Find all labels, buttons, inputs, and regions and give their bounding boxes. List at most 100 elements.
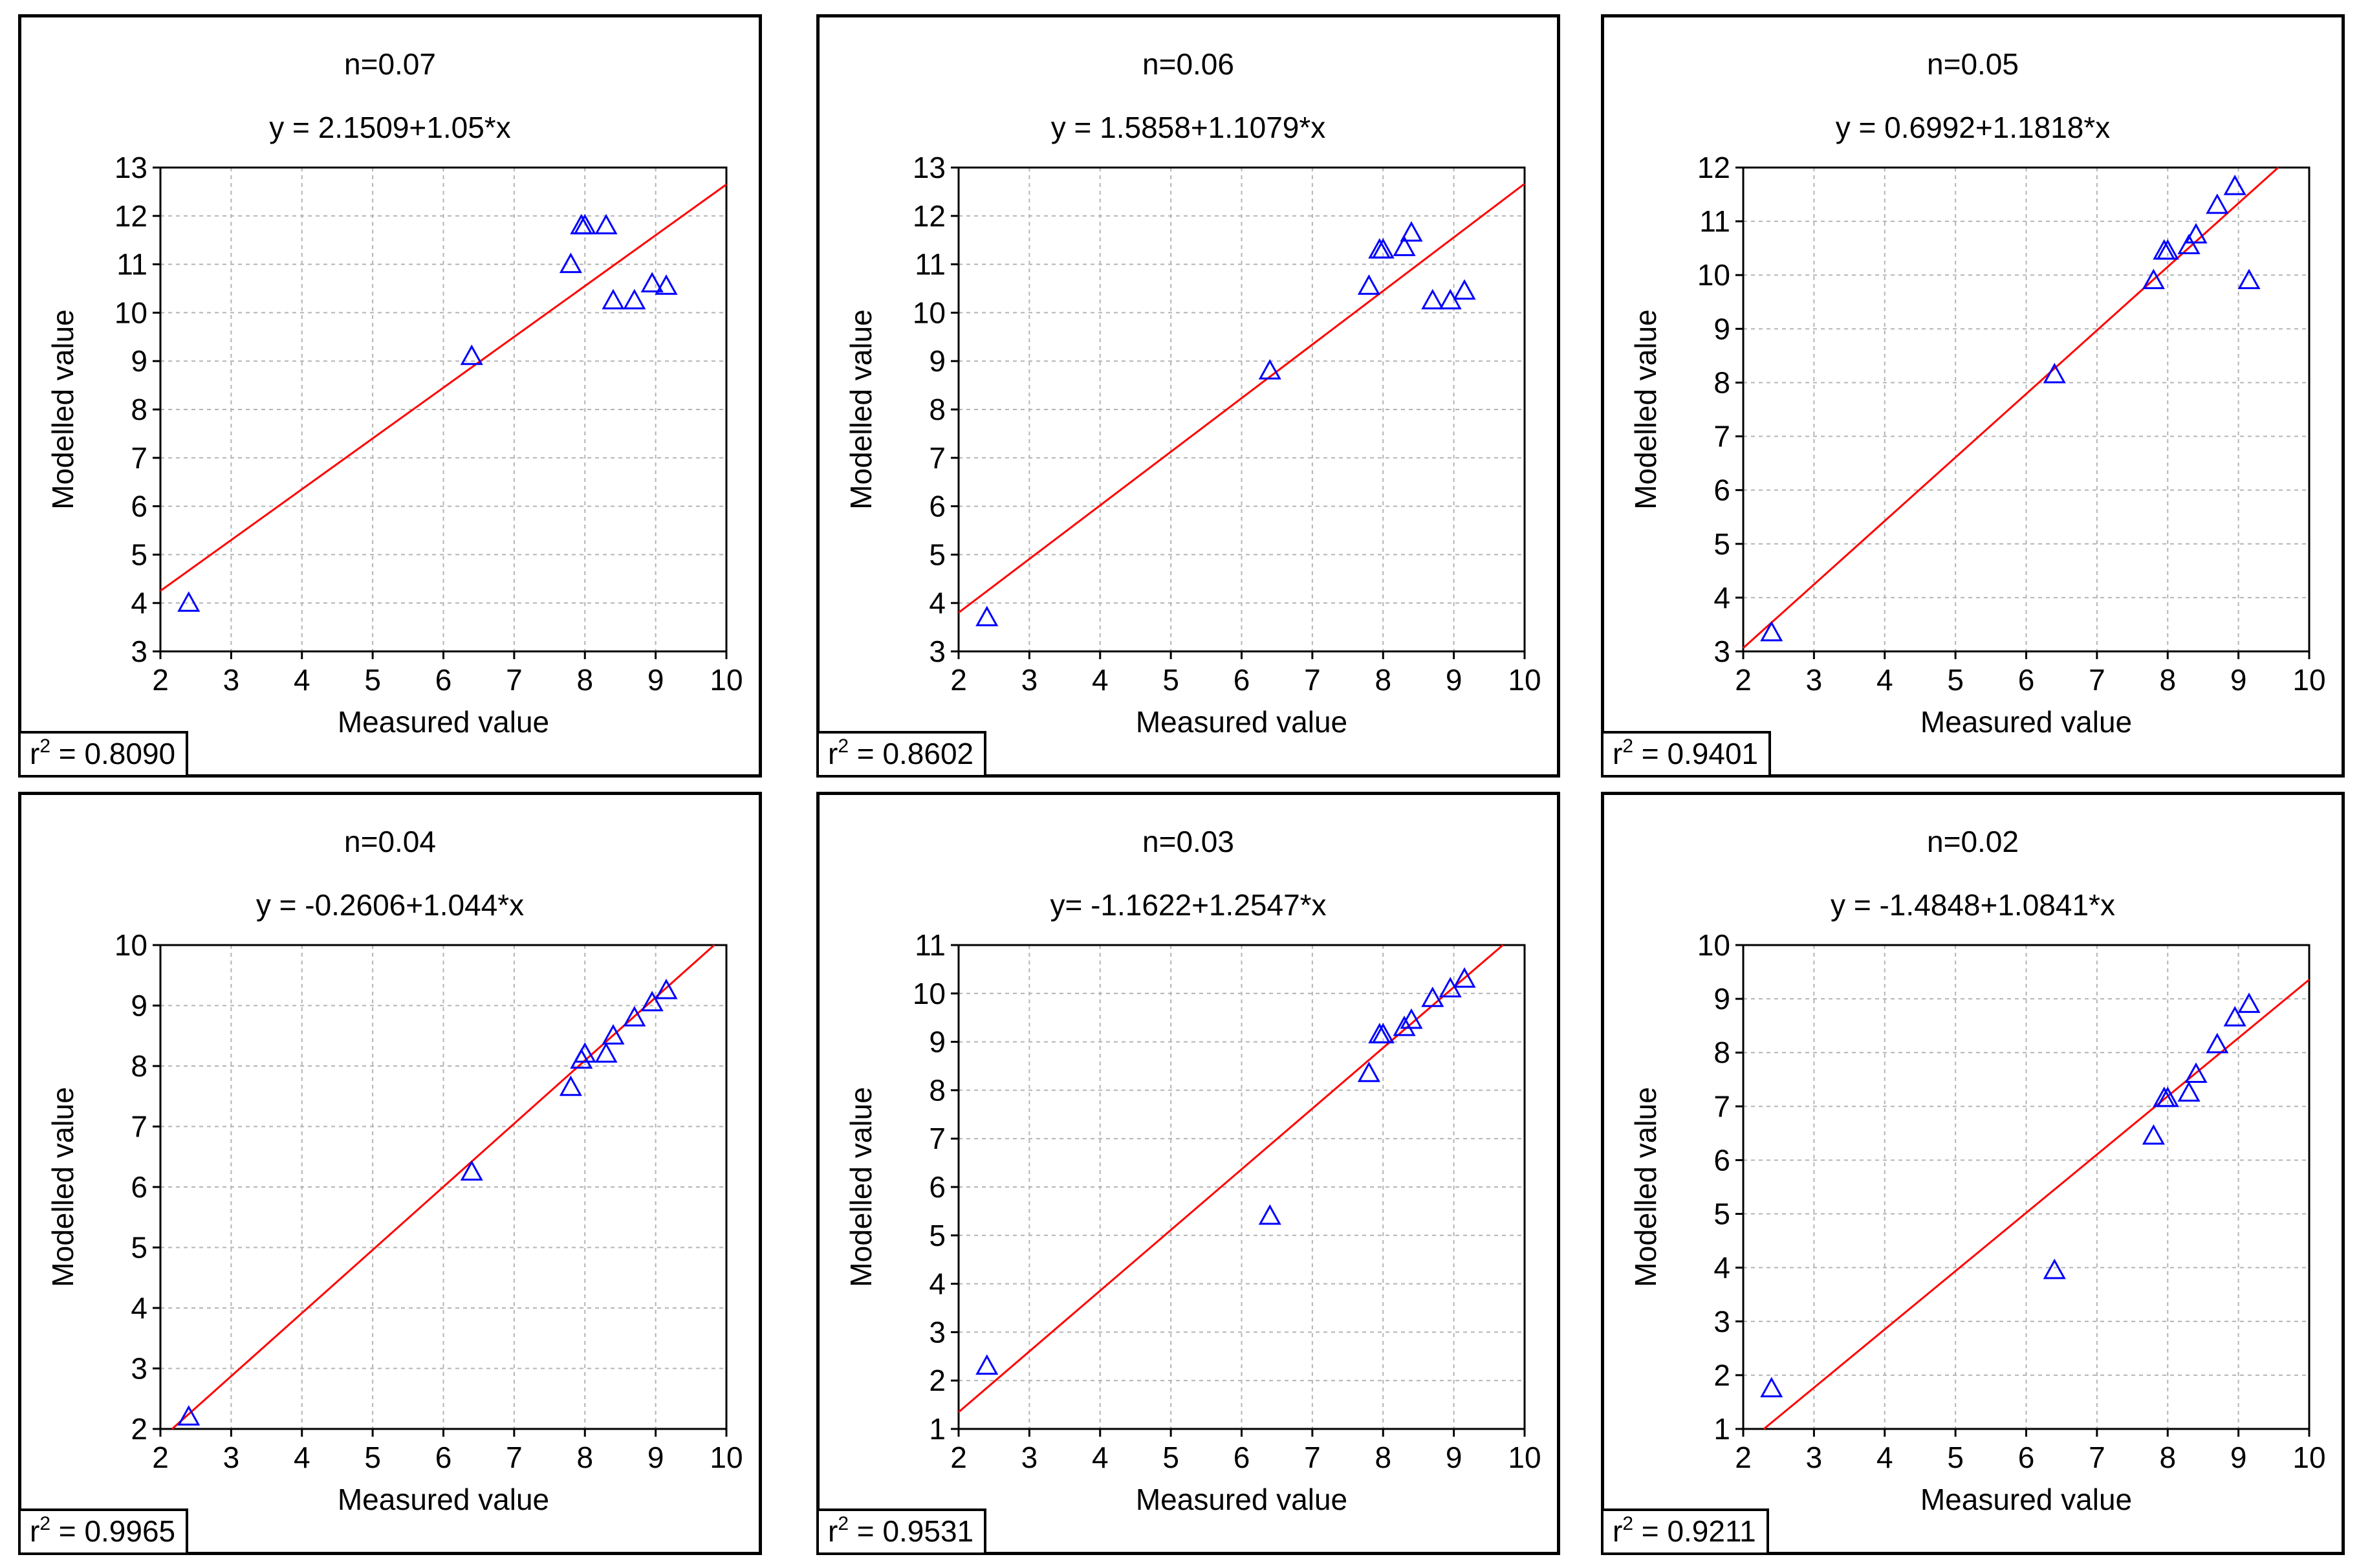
data-point-triangle [573,213,596,235]
x-tick-label: 8 [2159,1441,2176,1474]
y-tick-label: 9 [929,344,946,378]
x-tick-label: 3 [1021,663,1038,697]
y-tick-label: 1 [929,1412,946,1446]
data-point-triangle [1393,1016,1416,1036]
x-tick-label: 5 [1947,663,1964,697]
y-tick-label: 8 [1713,365,1730,399]
regression-equation: y = -0.2606+1.044*x [256,888,524,922]
y-tick-label: 3 [131,635,147,668]
y-tick-label: 10 [114,928,147,962]
y-tick-label: 5 [929,538,946,571]
r-squared-label: r [30,1514,40,1548]
y-tick-label: 6 [1713,1143,1730,1177]
data-point-triangle [640,272,664,293]
data-point-triangle [570,213,593,235]
x-axis-label: Measured value [1920,1483,2132,1516]
y-tick-label: 11 [915,928,946,962]
x-axis-label: Measured value [1920,705,2132,739]
y-tick-label: 10 [1697,928,1730,962]
y-tick-label: 11 [915,248,946,281]
r-squared-box-1: r2 = 0.8090 [18,731,189,778]
data-point-triangle [2156,239,2179,260]
data-point-triangle [2223,1006,2246,1027]
data-point-triangle [1760,1377,1783,1398]
data-point-triangle [602,1024,625,1045]
x-tick-label: 7 [506,1441,523,1474]
y-tick-label: 4 [929,1267,946,1301]
data-point-triangle [2177,1081,2201,1102]
x-tick-label: 2 [1735,663,1752,697]
y-tick-label: 7 [131,441,147,475]
regression-equation: y= -1.1622+1.2547*x [1050,888,1326,922]
y-tick-label: 4 [1713,1251,1730,1285]
r-squared-value: = 0.9531 [849,1514,974,1548]
y-tick-label: 5 [1713,527,1730,561]
y-tick-label: 7 [1713,420,1730,453]
x-tick-label: 9 [1446,1441,1462,1474]
r-squared-value: = 0.9401 [1633,737,1759,770]
y-tick-label: 3 [1713,1305,1730,1338]
regression-equation: y = 0.6992+1.1818*x [1836,111,2111,144]
r-squared-box-2: r2 = 0.8602 [816,731,987,778]
data-point-triangle [1357,274,1380,295]
y-tick-label: 7 [929,441,946,475]
x-tick-label: 6 [435,1441,452,1474]
r-squared-value: = 0.8602 [849,737,974,770]
data-point-triangle [1400,1008,1423,1029]
x-tick-label: 4 [294,1441,310,1474]
y-tick-label: 10 [913,977,946,1010]
data-point-triangle [1368,238,1391,259]
y-tick-label: 11 [1699,204,1730,238]
x-tick-label: 4 [1092,663,1109,697]
data-point-triangle [460,344,483,365]
x-tick-label: 10 [710,663,743,697]
data-point-triangle [594,213,618,235]
x-tick-label: 8 [576,1441,593,1474]
x-tick-label: 2 [950,1441,967,1474]
r-squared-box-5: r2 = 0.9531 [816,1508,987,1555]
y-tick-label: 7 [131,1110,147,1144]
r-squared-label: r [828,737,838,770]
chart-title: n=0.02 [1927,825,2019,858]
data-point-triangle [1357,1062,1380,1082]
data-point-triangle [2206,1032,2229,1054]
x-tick-label: 6 [2018,1441,2035,1474]
y-tick-label: 6 [929,1170,946,1204]
y-tick-label: 12 [114,199,147,233]
x-tick-label: 9 [2230,1441,2247,1474]
data-point-triangle [655,979,678,999]
y-tick-label: 9 [929,1025,946,1059]
x-tick-label: 9 [647,1441,664,1474]
data-point-triangle [623,1006,646,1027]
chart-title: n=0.06 [1142,47,1234,81]
regression-line [160,183,727,592]
data-point-triangle [655,274,678,295]
y-tick-label: 8 [1713,1036,1730,1069]
x-tick-label: 7 [1304,1441,1321,1474]
x-tick-label: 7 [1304,663,1321,697]
x-tick-label: 2 [152,1441,169,1474]
x-tick-label: 3 [1806,663,1823,697]
regression-equation: y = 2.1509+1.05*x [269,111,510,144]
x-tick-label: 5 [364,1441,381,1474]
data-point-triangle [602,289,625,310]
r-squared-superscript: 2 [1622,1513,1634,1534]
data-point-triangle [2043,362,2066,384]
x-tick-label: 2 [1735,1441,1752,1474]
regression-equation: y = 1.5858+1.1079*x [1051,111,1326,144]
x-tick-label: 5 [1947,1441,1964,1474]
r-squared-superscript: 2 [1622,735,1634,757]
data-point-triangle [2184,1062,2208,1083]
x-tick-label: 10 [1508,663,1541,697]
r-squared-label: r [30,737,40,770]
data-point-triangle [1421,289,1444,310]
y-tick-label: 6 [131,490,147,523]
chart-svg-1: n=0.07y = 2.1509+1.05*x2 3 4 5 6 7 8 9 103456789… [46,47,743,739]
y-tick-label: 11 [116,248,147,281]
x-tick-label: 6 [2018,663,2035,697]
y-axis-label: Modelled value [46,309,80,509]
x-tick-label: 10 [2292,663,2325,697]
y-tick-label: 2 [929,1364,946,1397]
y-tick-label: 12 [913,199,946,233]
x-tick-label: 8 [2159,663,2176,697]
